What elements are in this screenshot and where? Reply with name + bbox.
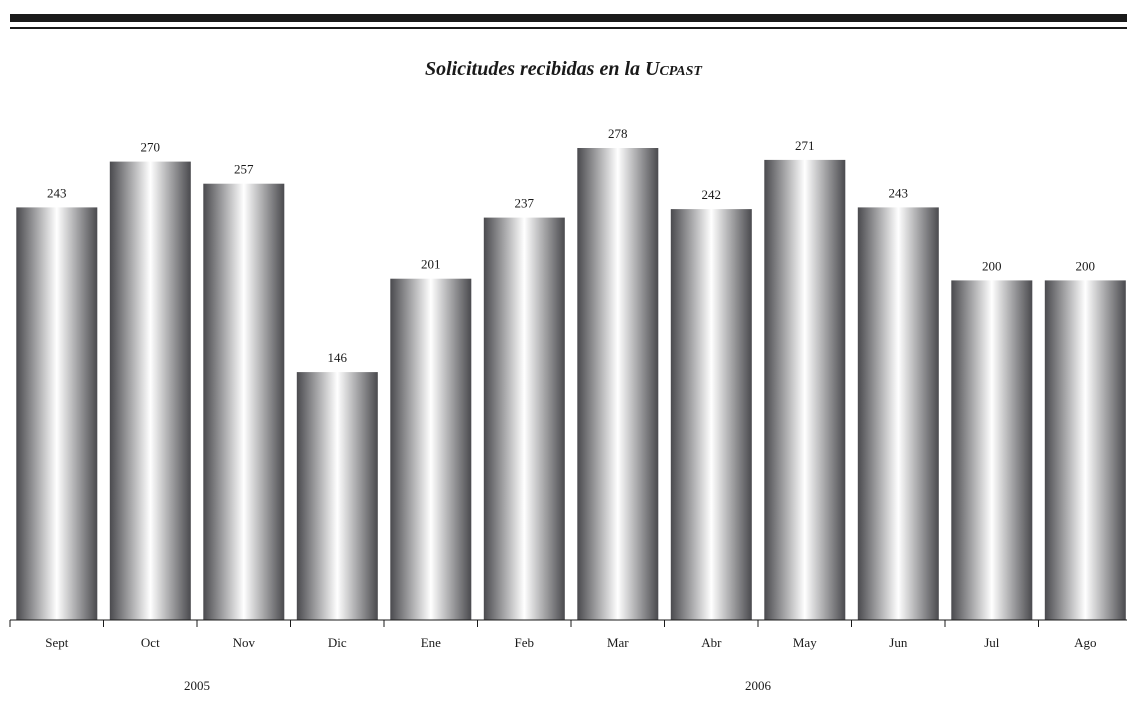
bar-ene [390,278,472,620]
bar-oct [109,161,191,620]
bar-feb [483,217,565,620]
category-label-feb: Feb [515,635,535,650]
bar-ago [1044,280,1126,620]
labels-layer: 243 Sept 270 Oct 257 Nov 146 Dic 201 Ene 237 Feb 278… [45,126,1096,693]
value-label-feb: 237 [515,196,535,211]
value-label-jul: 200 [982,258,1002,273]
category-label-jun: Jun [889,635,908,650]
category-label-jul: Jul [984,635,1000,650]
category-label-ene: Ene [421,635,441,650]
year-label-2005: 2005 [184,678,210,693]
chart-title-main: Solicitudes recibidas en la [425,58,645,80]
bar-may [764,159,846,620]
category-label-nov: Nov [233,635,256,650]
chart-title: Solicitudes recibidas en la Ucpast [0,58,1127,81]
value-label-mar: 278 [608,126,628,141]
bar-jun [857,207,939,620]
category-label-dic: Dic [328,635,347,650]
category-label-mar: Mar [607,635,629,650]
category-label-may: May [793,635,817,650]
bar-nov [203,183,285,620]
value-label-dic: 146 [328,350,348,365]
value-label-ene: 201 [421,257,441,272]
bar-jul [951,280,1033,620]
value-label-jun: 243 [889,185,909,200]
bar-dic [296,372,378,620]
bar-mar [577,148,659,620]
category-label-sept: Sept [45,635,69,650]
header-rule-thick [10,14,1127,22]
year-label-2006: 2006 [745,678,772,693]
x-axis [9,619,1127,627]
bar-abr [670,209,752,620]
category-label-oct: Oct [141,635,160,650]
category-label-ago: Ago [1074,635,1096,650]
value-label-may: 271 [795,138,815,153]
bars-layer [16,148,1126,620]
category-label-abr: Abr [701,635,722,650]
value-label-nov: 257 [234,162,254,177]
value-label-ago: 200 [1076,258,1096,273]
value-label-sept: 243 [47,185,67,200]
header-rule-thin [10,27,1127,29]
value-label-oct: 270 [141,140,161,155]
chart-title-acronym: Ucpast [645,58,702,80]
value-label-abr: 242 [702,187,722,202]
bar-sept [16,207,98,620]
